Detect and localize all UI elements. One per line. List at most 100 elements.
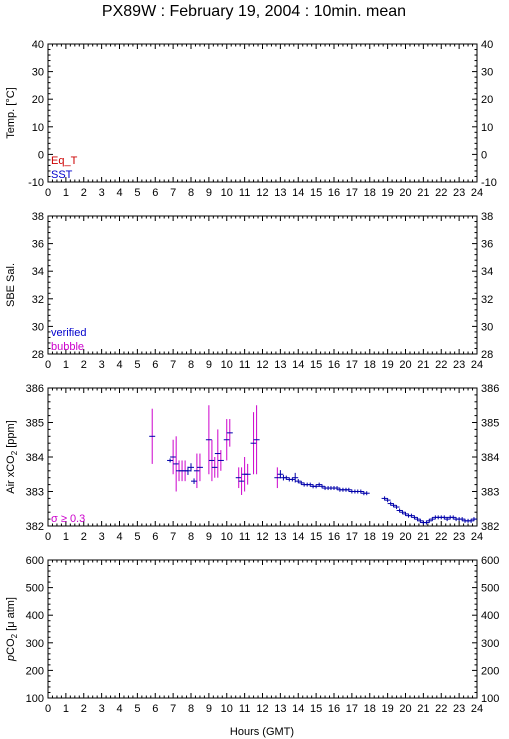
y-tick-label-left: 28 — [32, 349, 44, 361]
y-tick-label-left: 385 — [26, 418, 44, 430]
x-tick-label: 17 — [346, 531, 358, 543]
y-tick-label-right: 382 — [481, 521, 499, 533]
x-tick-label: 12 — [256, 703, 268, 715]
data-point — [313, 484, 320, 489]
x-tick-label: 11 — [239, 187, 250, 199]
y-tick-label-left: 40 — [32, 39, 44, 51]
x-tick-label: 8 — [188, 531, 194, 543]
x-tick-label: 18 — [364, 531, 376, 543]
plot-frame — [47, 559, 478, 699]
y-tick-label-left: 36 — [32, 239, 44, 251]
x-tick-label: 16 — [328, 703, 340, 715]
y-tick-label-right: 383 — [481, 487, 499, 499]
y-tick-label-left: 386 — [26, 383, 44, 395]
x-tick-label: 3 — [99, 703, 105, 715]
x-tick-label: 9 — [206, 703, 212, 715]
x-tick-label: 7 — [170, 359, 176, 371]
x-tick-label: 8 — [188, 359, 194, 371]
data-point — [408, 513, 415, 518]
x-tick-label: 9 — [206, 359, 212, 371]
legend-entry: σ ≥ 0.3 — [51, 513, 85, 525]
x-tick-label: 22 — [435, 703, 447, 715]
panel-sal: 0 1 2 3 4 5 6 7 8 9 10 11 12 13 14 15 16 17 18 19 20 21 22 23 24… — [5, 211, 493, 371]
plot-frame — [47, 43, 478, 183]
x-tick-label: 3 — [99, 531, 105, 543]
data-point — [238, 467, 245, 495]
x-tick-label: 21 — [417, 359, 429, 371]
x-tick-label: 5 — [134, 187, 140, 199]
series-1 — [167, 458, 477, 525]
panel-xco2: 0 1 2 3 4 5 6 7 8 9 10 11 12 13 14 15 16 17 18 19 20 21 22 23 24… — [5, 383, 499, 543]
x-tick-label: 18 — [364, 359, 376, 371]
x-tick-label: 1 — [63, 359, 69, 371]
x-tick-label: 19 — [382, 359, 394, 371]
x-tick-label: 4 — [116, 531, 122, 543]
x-tick-label: 14 — [292, 703, 304, 715]
legend-entry: bubble — [51, 341, 84, 353]
y-axis-label: pCO2 [μ atm] — [5, 597, 19, 662]
y-tick-label-right: -10 — [481, 177, 497, 189]
x-tick-label: 16 — [328, 531, 340, 543]
y-tick-label-left: 32 — [32, 294, 44, 306]
x-tick-label: 9 — [206, 531, 212, 543]
x-tick-label: 0 — [45, 359, 51, 371]
data-point — [384, 498, 391, 503]
x-tick-label: 12 — [256, 359, 268, 371]
x-tick-label: 24 — [471, 531, 483, 543]
x-tick-label: 11 — [239, 359, 250, 371]
y-tick-label-left: 34 — [32, 266, 44, 278]
data-point — [390, 503, 397, 508]
y-tick-label-left: 200 — [26, 665, 44, 677]
x-tick-label: 1 — [63, 703, 69, 715]
x-tick-label: 13 — [274, 531, 286, 543]
x-tick-label: 22 — [435, 531, 447, 543]
x-tick-label: 12 — [256, 531, 268, 543]
x-tick-label: 7 — [170, 531, 176, 543]
x-tick-label: 4 — [116, 359, 122, 371]
x-tick-label: 19 — [382, 187, 394, 199]
plot-frame — [47, 215, 478, 355]
x-tick-label: 24 — [471, 359, 483, 371]
data-point — [193, 453, 200, 489]
x-tick-label: 13 — [274, 703, 286, 715]
y-tick-label-right: 300 — [481, 638, 499, 650]
x-tick-label: 23 — [453, 531, 465, 543]
x-tick-label: 21 — [417, 531, 429, 543]
y-tick-label-right: 500 — [481, 583, 499, 595]
y-tick-label-left: 500 — [26, 583, 44, 595]
x-tick-label: 10 — [221, 703, 233, 715]
x-tick-label: 18 — [364, 187, 376, 199]
x-tick-label: 5 — [134, 531, 140, 543]
y-tick-label-right: 600 — [481, 555, 499, 567]
x-tick-label: 22 — [435, 359, 447, 371]
legend-entry: verified — [51, 327, 86, 339]
x-tick-label: 15 — [310, 531, 322, 543]
data-point — [235, 467, 242, 489]
x-tick-label: 18 — [364, 703, 376, 715]
plot-frame — [47, 387, 478, 527]
x-tick-label: 17 — [346, 187, 358, 199]
y-tick-label-left: 10 — [32, 122, 44, 134]
data-point — [173, 436, 180, 492]
x-tick-label: 12 — [256, 187, 268, 199]
x-tick-label: 4 — [116, 703, 122, 715]
y-axis-label-prefix: p — [5, 655, 17, 662]
x-tick-label: 5 — [134, 359, 140, 371]
data-point — [417, 518, 424, 523]
data-point — [217, 450, 224, 471]
data-point — [399, 510, 406, 515]
y-tick-label-right: 40 — [481, 39, 493, 51]
x-tick-label: 23 — [453, 187, 465, 199]
y-tick-label-right: 200 — [481, 665, 499, 677]
data-point — [188, 463, 194, 472]
x-tick-label: 11 — [239, 531, 250, 543]
x-axis-label: Hours (GMT) — [230, 726, 294, 738]
x-tick-label: 20 — [399, 703, 411, 715]
data-point — [470, 517, 477, 522]
data-point — [411, 515, 418, 520]
y-axis-label-main: Air xCO — [5, 455, 17, 494]
data-point — [205, 405, 212, 475]
data-point — [196, 453, 203, 482]
x-tick-label: 20 — [399, 187, 411, 199]
